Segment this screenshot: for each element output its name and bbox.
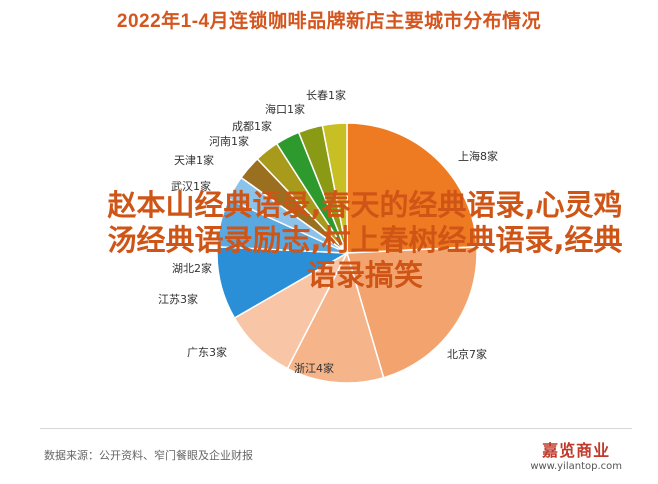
pie-slice-3 xyxy=(286,250,385,384)
slice-label-7: 武汉1家 xyxy=(171,179,211,193)
pie-slices xyxy=(216,122,478,384)
slice-label-3: 浙江4家 xyxy=(294,361,334,375)
overlay-watermark-text: 赵本山经典语录,春天的经典语录,心灵鸡汤经典语录励志,村上春树经典语录,经典语录… xyxy=(107,188,623,292)
slice-label-4: 广东3家 xyxy=(187,345,227,359)
slice-label-10: 成都1家 xyxy=(232,119,272,133)
slice-label-5: 江苏3家 xyxy=(158,292,198,306)
slice-label-2: 北京7家 xyxy=(447,347,487,361)
slice-label-8: 天津1家 xyxy=(174,153,214,167)
brand-logo: 嘉览商业 www.yilantop.com xyxy=(530,437,622,472)
slice-label-12: 长春1家 xyxy=(306,88,346,102)
pie-slice-2 xyxy=(346,246,478,379)
data-source-note: 数据来源：公开资料、窄门餐眼及企业财报 xyxy=(44,449,253,462)
pie-slice-1 xyxy=(346,122,478,254)
slice-label-6: 湖北2家 xyxy=(172,261,212,275)
footer-divider xyxy=(40,428,632,429)
brand-name: 嘉览商业 xyxy=(542,441,611,460)
slice-label-11: 海口1家 xyxy=(265,102,305,116)
brand-url: www.yilantop.com xyxy=(530,461,622,472)
slice-label-9: 河南1家 xyxy=(209,134,249,148)
chart-title: 2022年1-4月连锁咖啡品牌新店主要城市分布情况 xyxy=(116,11,542,32)
slice-label-1: 上海8家 xyxy=(458,149,498,163)
pie-slice-12 xyxy=(321,122,348,254)
